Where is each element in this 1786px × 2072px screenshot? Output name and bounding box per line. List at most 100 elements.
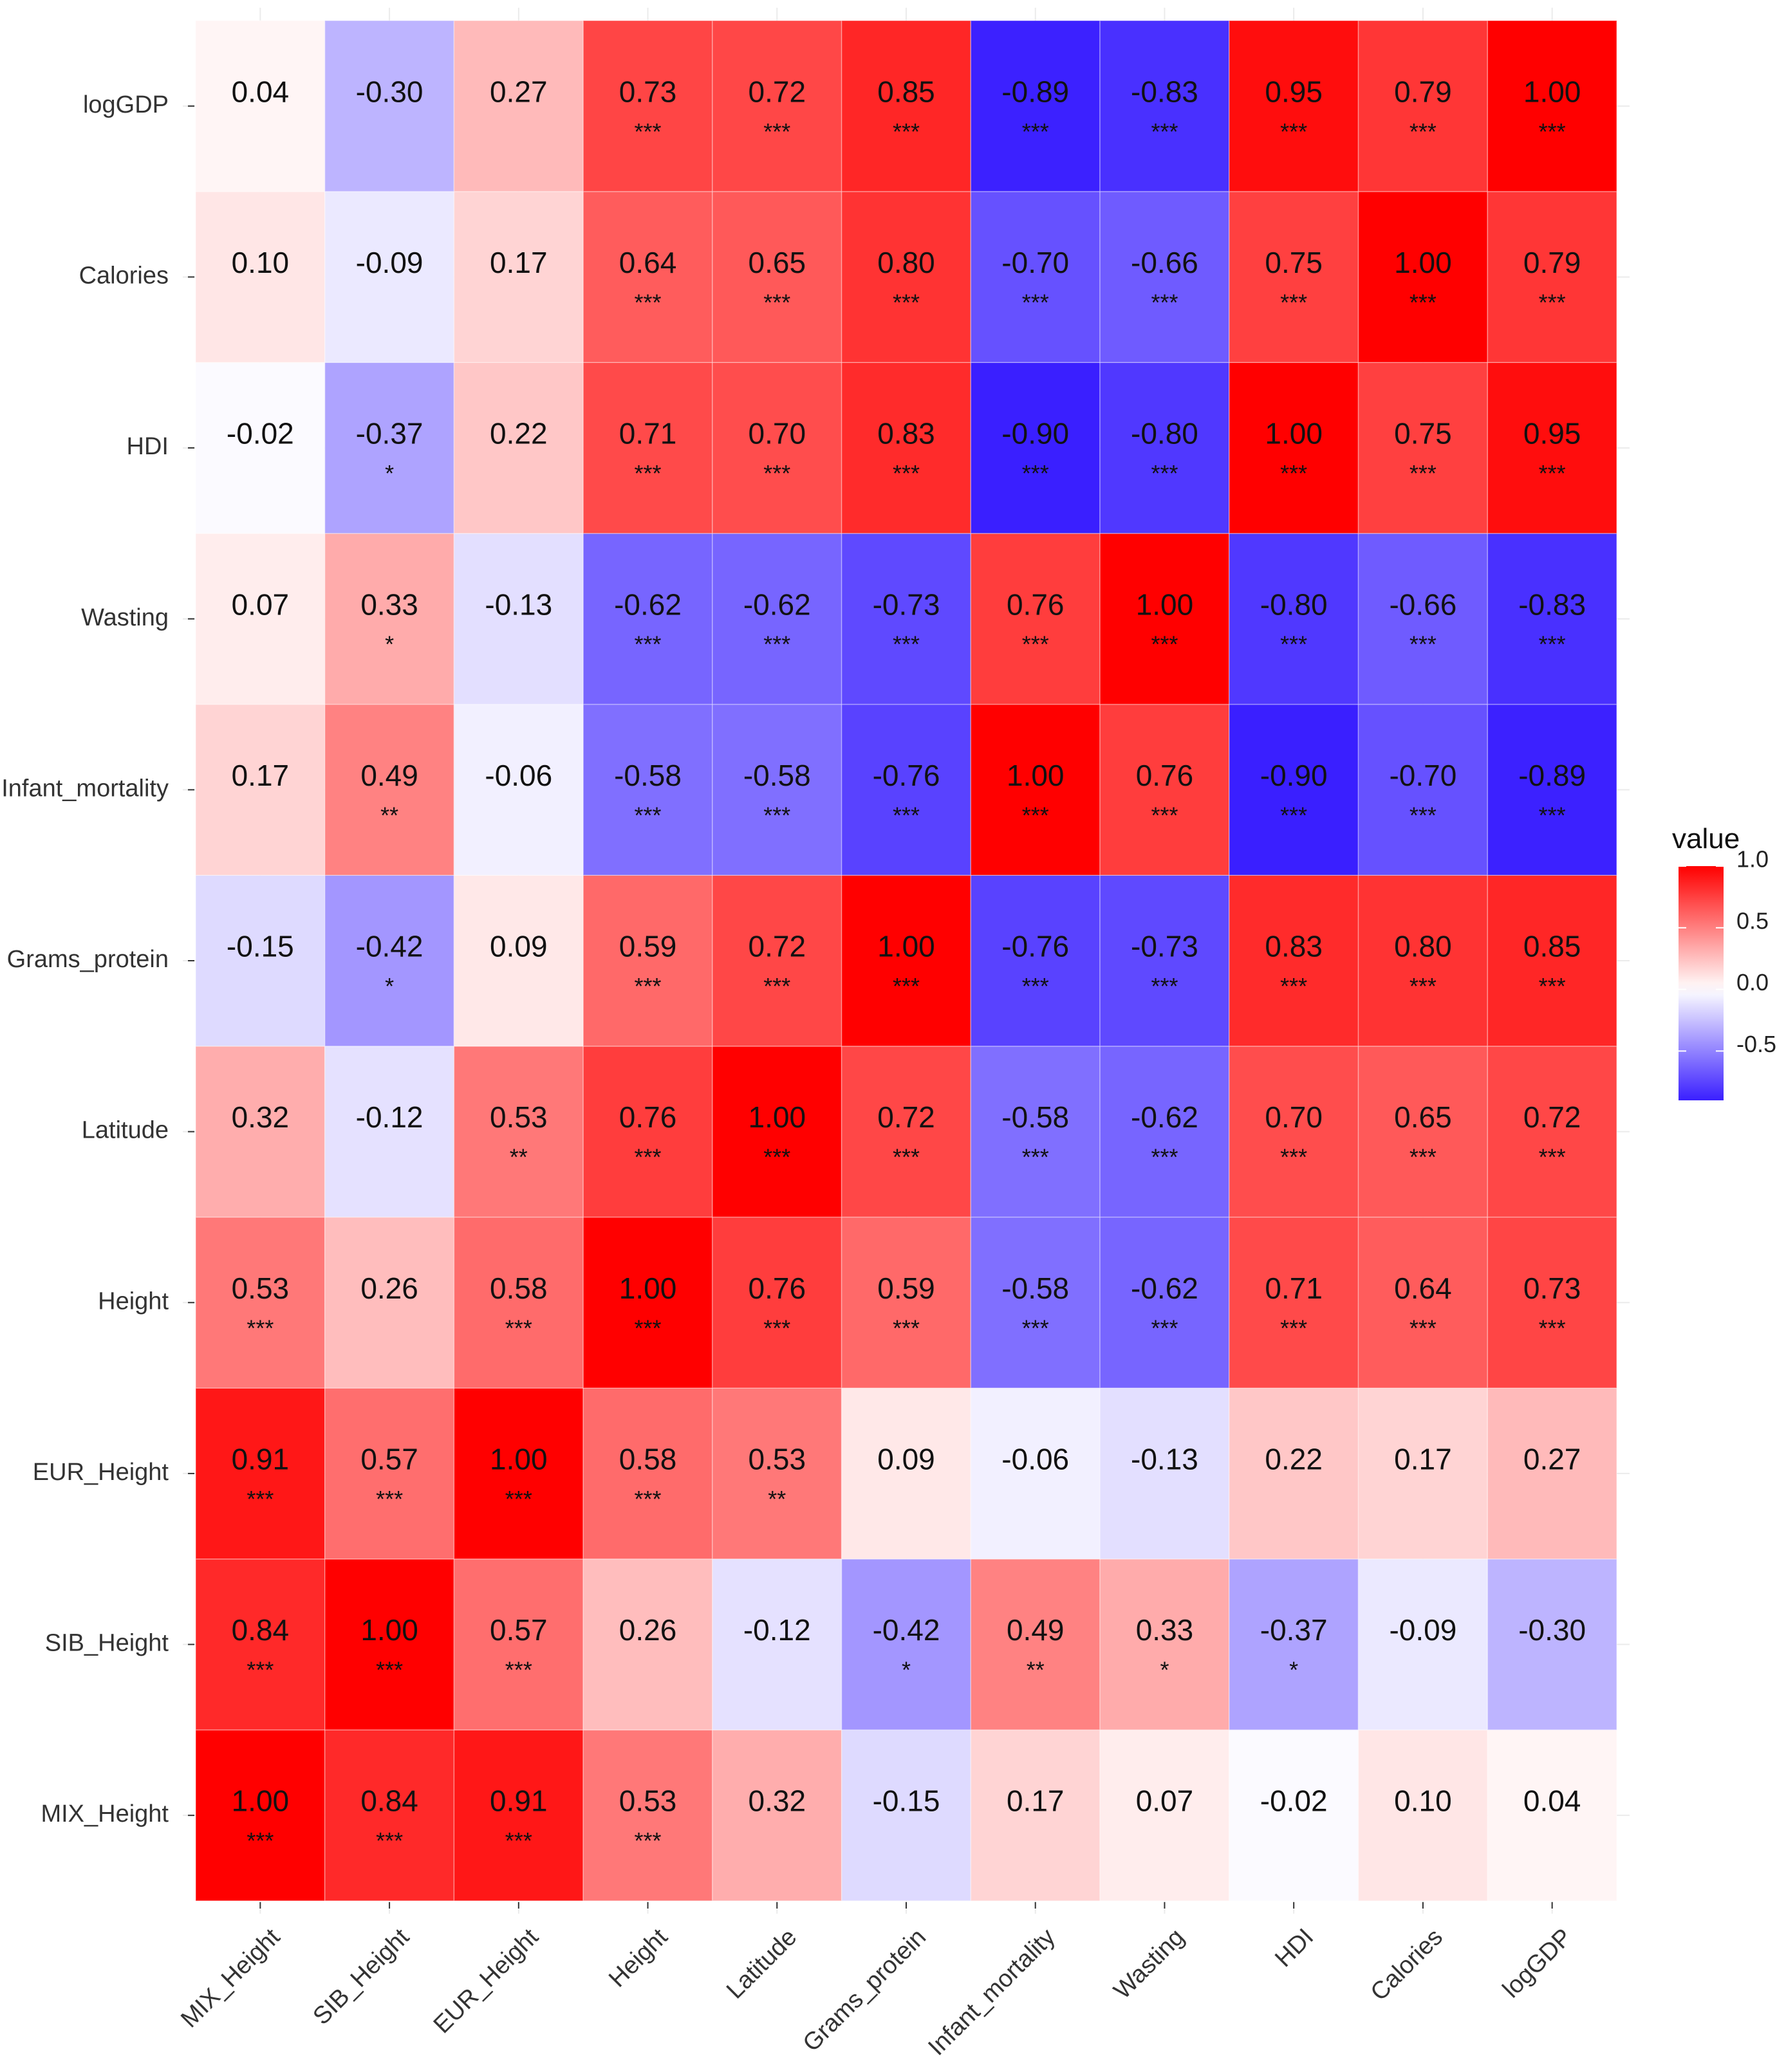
cell-value-label: -0.90 xyxy=(1001,417,1069,450)
cell-significance-label: *** xyxy=(1409,631,1437,658)
cell-significance-label: *** xyxy=(376,1827,403,1854)
cell-value-label: 0.59 xyxy=(619,930,677,963)
heatmap-cell xyxy=(1229,20,1359,192)
heatmap-cell xyxy=(195,1046,326,1218)
cell-value-label: 0.65 xyxy=(1394,1100,1452,1134)
legend-tick-label: 0.0 xyxy=(1736,969,1769,995)
heatmap-cell xyxy=(1229,874,1359,1047)
heatmap-cell xyxy=(970,874,1101,1047)
cell-value-label: 0.17 xyxy=(490,246,548,279)
heatmap-cell xyxy=(324,190,455,364)
cell-value-label: 0.17 xyxy=(1007,1784,1065,1818)
cell-value-label: -0.58 xyxy=(743,759,811,792)
heatmap-cell xyxy=(582,703,713,876)
heatmap-cell xyxy=(712,703,842,876)
heatmap-cell xyxy=(1487,1046,1617,1218)
cell-significance-label: *** xyxy=(1409,1144,1437,1170)
cell-value-label: -0.15 xyxy=(227,930,294,963)
cell-value-label: 0.53 xyxy=(490,1100,548,1134)
cell-significance-label: *** xyxy=(635,973,662,999)
heatmap-cell xyxy=(1487,20,1617,192)
cell-significance-label: *** xyxy=(1539,1144,1566,1170)
cell-value-label: 1.00 xyxy=(490,1442,548,1475)
heatmap-cell xyxy=(1229,533,1359,705)
cell-value-label: -0.83 xyxy=(1518,587,1586,621)
cell-significance-label: *** xyxy=(1151,1315,1178,1341)
cell-value-label: 0.72 xyxy=(1523,1100,1581,1134)
heatmap-cell xyxy=(1099,703,1230,876)
heatmap-cell xyxy=(1099,1729,1230,1901)
cell-value-label: 0.64 xyxy=(619,246,677,279)
cell-value-label: 0.22 xyxy=(1265,1442,1323,1475)
heatmap-cell xyxy=(195,533,326,705)
cell-significance-label: *** xyxy=(1022,118,1049,145)
cell-significance-label: *** xyxy=(1409,802,1437,828)
y-tick-label: Height xyxy=(98,1288,169,1315)
y-tick-label: MIX_Height xyxy=(41,1800,169,1827)
cell-value-label: -0.62 xyxy=(743,587,811,621)
cell-value-label: -0.76 xyxy=(1001,930,1069,963)
y-tick-label: Calories xyxy=(79,262,169,289)
cell-value-label: -0.62 xyxy=(614,587,682,621)
y-tick-label: HDI xyxy=(127,433,169,460)
cell-value-label: -0.58 xyxy=(614,759,682,792)
cell-significance-label: *** xyxy=(247,1657,274,1683)
cell-value-label: 0.73 xyxy=(619,75,677,108)
heatmap-cell xyxy=(582,1046,713,1218)
cell-significance-label: *** xyxy=(763,118,790,145)
cell-significance-label: *** xyxy=(635,1144,662,1170)
cell-value-label: 0.53 xyxy=(619,1784,677,1818)
heatmap-cell xyxy=(324,1387,455,1560)
cell-value-label: 0.58 xyxy=(619,1442,677,1475)
cell-significance-label: *** xyxy=(376,1486,403,1512)
legend-colorbar xyxy=(1679,866,1724,1100)
heatmap-cells xyxy=(195,20,1617,1901)
heatmap-cell xyxy=(841,1216,972,1389)
cell-value-label: 1.00 xyxy=(232,1784,290,1818)
cell-significance-label: *** xyxy=(1022,1144,1049,1170)
heatmap-cell xyxy=(1487,703,1617,876)
cell-value-label: 0.84 xyxy=(232,1613,290,1647)
cell-significance-label: *** xyxy=(635,118,662,145)
cell-significance-label: * xyxy=(385,631,394,658)
cell-value-label: 0.76 xyxy=(619,1100,677,1134)
cell-value-label: -0.76 xyxy=(873,759,940,792)
heatmap-cell xyxy=(324,533,455,705)
cell-value-label: 0.26 xyxy=(360,1272,418,1305)
heatmap-cell xyxy=(1357,362,1489,534)
cell-significance-label: *** xyxy=(635,460,662,486)
cell-significance-label: * xyxy=(385,973,394,999)
cell-significance-label: *** xyxy=(763,460,790,486)
cell-value-label: -0.15 xyxy=(873,1784,940,1818)
legend-tick-label: 0.5 xyxy=(1736,907,1769,934)
cell-value-label: 0.27 xyxy=(1523,1442,1581,1475)
cell-significance-label: ** xyxy=(768,1486,786,1512)
cell-significance-label: *** xyxy=(1151,289,1178,315)
legend-tick-label: 1.0 xyxy=(1736,846,1769,873)
heatmap-cell xyxy=(970,1387,1101,1560)
cell-value-label: -0.02 xyxy=(1260,1784,1328,1818)
cell-value-label: 0.33 xyxy=(360,587,418,621)
heatmap-cell xyxy=(582,1216,713,1389)
cell-value-label: 0.85 xyxy=(877,75,935,108)
heatmap-cell xyxy=(712,1387,842,1560)
heatmap-cell xyxy=(453,1558,584,1731)
cell-value-label: -0.70 xyxy=(1389,759,1456,792)
cell-value-label: 0.49 xyxy=(1007,1613,1065,1647)
cell-value-label: -0.42 xyxy=(873,1613,940,1647)
cell-value-label: 0.04 xyxy=(1523,1784,1581,1818)
cell-value-label: 0.49 xyxy=(360,759,418,792)
heatmap-cell xyxy=(582,533,713,705)
cell-significance-label: *** xyxy=(893,973,920,999)
heatmap-cell xyxy=(1357,874,1489,1047)
heatmap-cell xyxy=(1357,703,1489,876)
heatmap-cell xyxy=(453,190,584,364)
cell-significance-label: *** xyxy=(763,802,790,828)
heatmap-cell xyxy=(841,1558,972,1731)
cell-value-label: 0.07 xyxy=(1136,1784,1194,1818)
cell-value-label: -0.70 xyxy=(1001,246,1069,279)
cell-value-label: -0.30 xyxy=(356,75,423,108)
cell-value-label: -0.89 xyxy=(1518,759,1586,792)
